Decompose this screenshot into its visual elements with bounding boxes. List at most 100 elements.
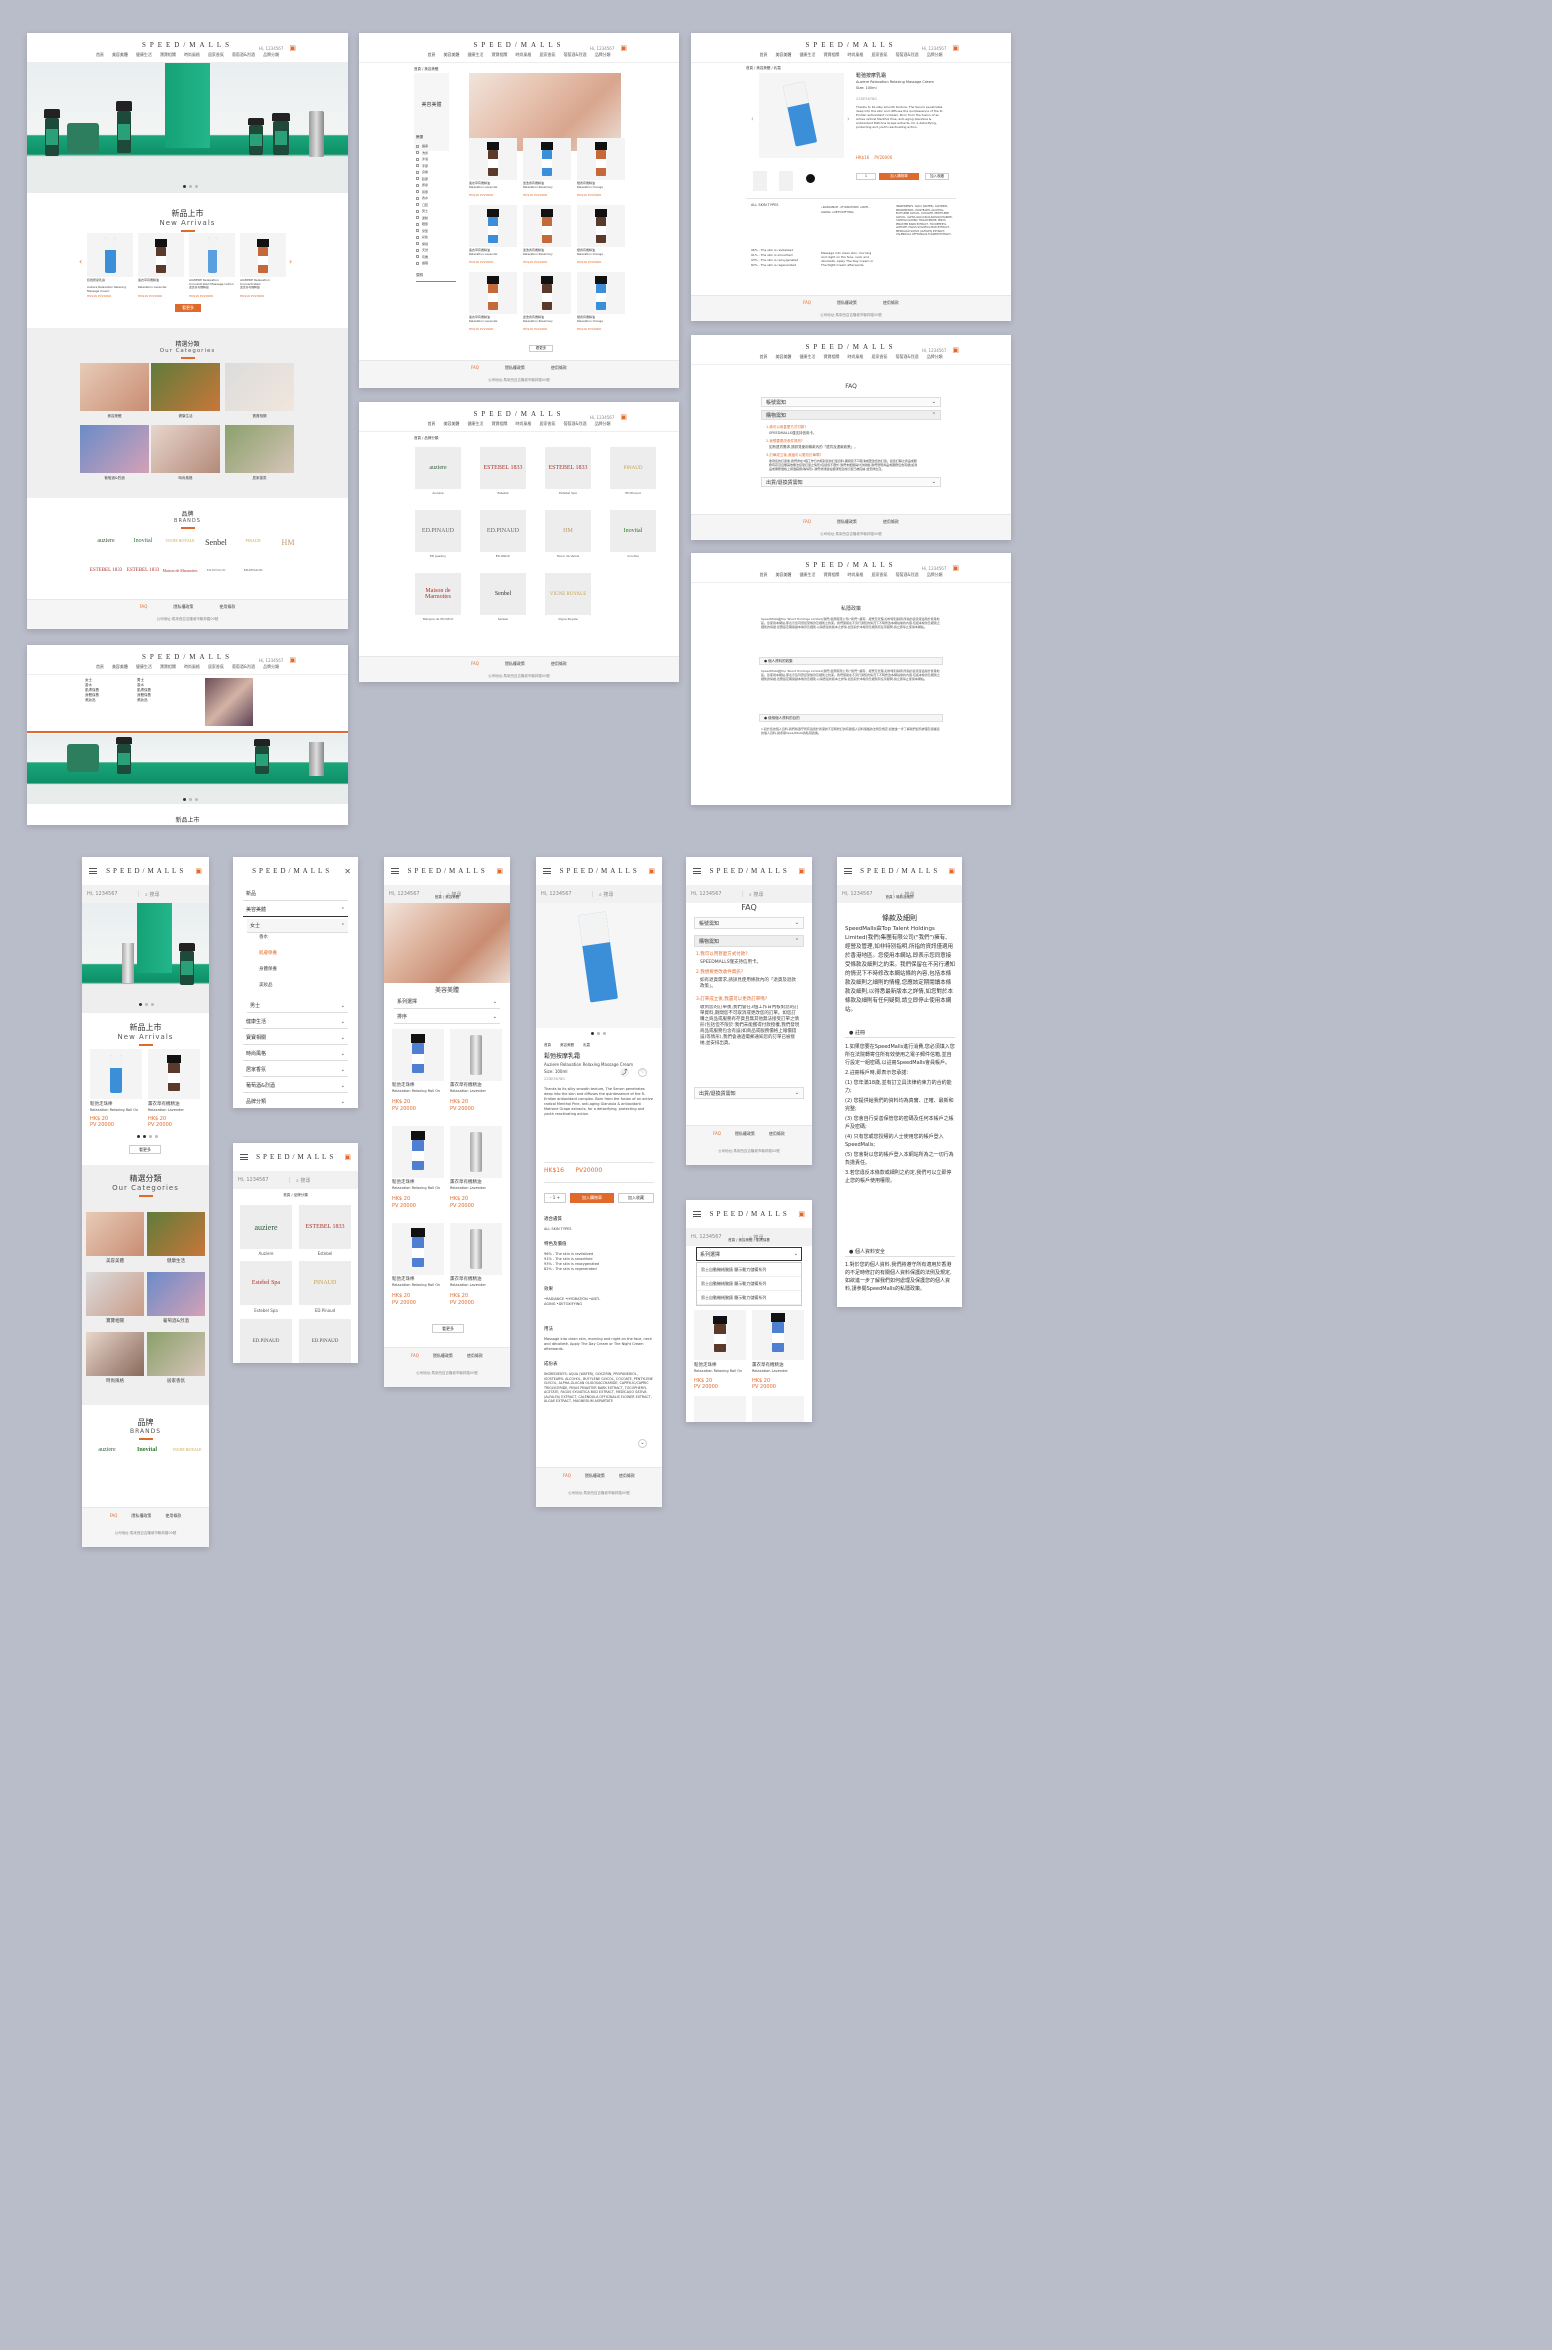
more-button[interactable]: 看更多: [175, 304, 201, 312]
breadcrumb[interactable]: 首頁 / 條款及細則: [885, 895, 914, 899]
nav-item[interactable]: 首頁: [759, 572, 768, 577]
brand-tile[interactable]: Inovital: [610, 510, 656, 552]
search-input[interactable]: ⌕ 搜尋: [749, 1234, 764, 1241]
brand-tile[interactable]: VIGNE ROYALE: [545, 573, 591, 615]
menu-item[interactable]: 健康生活 ⌄: [243, 1015, 348, 1029]
cart-icon[interactable]: ▣: [952, 346, 959, 354]
product-card-image[interactable]: [392, 1126, 444, 1178]
category-label[interactable]: 美容美體: [106, 1259, 124, 1264]
footer-link[interactable]: 隱私權政策: [836, 519, 857, 524]
dropdown-option[interactable]: 男士自動機械腕錶 顯示動力儲備系列: [697, 1277, 801, 1291]
more-button[interactable]: 看更多: [129, 1145, 161, 1154]
breadcrumb[interactable]: 首頁 / 品牌分類: [414, 436, 439, 440]
product-name[interactable]: 薰衣草有機精油: [148, 1102, 180, 1107]
filter-checkbox[interactable]: 護理: [416, 260, 428, 267]
account-name[interactable]: Hi, 1234567: [589, 45, 615, 51]
submenu-item[interactable]: 香水: [259, 935, 268, 940]
nav-item[interactable]: 居家香氛: [207, 664, 224, 669]
footer-link[interactable]: 隱私權政策: [734, 1131, 755, 1136]
nav-item[interactable]: 居家香氛: [539, 52, 556, 57]
category-label[interactable]: 時尚風格: [106, 1379, 124, 1384]
brand-logo[interactable]: auziere: [98, 1447, 116, 1453]
breadcrumb[interactable]: 首頁 / 美容美體 / 乳霜: [746, 66, 781, 70]
nav-item[interactable]: 寶寶相關: [491, 421, 508, 426]
category-image[interactable]: [151, 425, 220, 473]
category-image[interactable]: [225, 425, 294, 473]
faq-section-open[interactable]: 購物需知 ⌃: [694, 935, 804, 947]
search-input[interactable]: ⌕ 搜尋: [599, 891, 614, 898]
carousel-dots[interactable]: [139, 1003, 154, 1006]
product-card-image[interactable]: [752, 1310, 804, 1360]
price-slider[interactable]: [416, 281, 456, 282]
category-image[interactable]: [86, 1272, 144, 1316]
site-logo[interactable]: SPEED/MALLS: [256, 1153, 337, 1161]
nav-item[interactable]: 寶寶相關: [823, 354, 840, 359]
nav-item[interactable]: 居家香氛: [871, 354, 888, 359]
footer-link[interactable]: FAQ: [563, 1473, 571, 1478]
site-logo[interactable]: SPEED/MALLS: [709, 867, 790, 875]
product-name[interactable]: 鬆弛走珠棒: [392, 1277, 415, 1282]
dropdown-option[interactable]: 男士自動機械腕錶 顯示動力儲備系列: [697, 1291, 801, 1305]
cart-icon[interactable]: ▣: [648, 867, 655, 875]
brand-logo[interactable]: auziere: [97, 538, 115, 544]
cart-icon[interactable]: ▣: [344, 1153, 351, 1161]
submenu-item[interactable]: 肌膚保養: [259, 951, 277, 956]
thumbnail[interactable]: [753, 171, 767, 191]
nav-item[interactable]: 首頁: [759, 354, 768, 359]
brand-tile[interactable]: PINAUD: [299, 1261, 351, 1305]
faq-section-open[interactable]: 購物需知 ⌃: [761, 410, 941, 420]
footer-link[interactable]: FAQ: [803, 519, 811, 524]
mega-item[interactable]: 香水: [137, 683, 144, 687]
filter-checkbox[interactable]: 男士: [416, 208, 428, 215]
filter-checkbox[interactable]: 口腔: [416, 202, 428, 209]
site-logo[interactable]: SPEED/MALLS: [407, 867, 488, 875]
nav-item[interactable]: 葡萄酒&烈酒: [563, 421, 587, 426]
nav-item[interactable]: 寶寶相關: [823, 572, 840, 577]
brand-logo[interactable]: ESTEBEL 1833: [89, 568, 123, 573]
wishlist-button[interactable]: 加入收藏: [618, 1193, 654, 1203]
nav-item[interactable]: 葡萄酒&烈酒: [563, 52, 587, 57]
site-logo[interactable]: SPEED/MALLS: [141, 653, 234, 661]
nav-item[interactable]: 健康生活: [799, 354, 816, 359]
submenu-heading[interactable]: 女士 ⌃: [247, 919, 348, 933]
mega-item[interactable]: 美妝品: [137, 698, 148, 702]
footer-link[interactable]: 隱私權政策: [432, 1353, 453, 1358]
product-card-image[interactable]: [523, 272, 571, 314]
footer-link[interactable]: FAQ: [471, 365, 479, 370]
wishlist-button[interactable]: 加入收藏: [925, 173, 949, 180]
footer-link[interactable]: 隱私權政策: [836, 300, 857, 305]
brand-logo[interactable]: HM: [281, 538, 295, 547]
nav-item[interactable]: 健康生活: [135, 52, 152, 57]
mega-item[interactable]: 香水: [85, 683, 92, 687]
submenu-heading[interactable]: 男士 ⌄: [247, 999, 348, 1013]
brand-tile[interactable]: auziere: [240, 1205, 292, 1249]
cart-icon[interactable]: ▣: [289, 44, 296, 52]
nav-item[interactable]: 時尚風格: [847, 52, 864, 57]
footer-link[interactable]: 使用條款: [165, 1513, 182, 1518]
account-name[interactable]: Hi, 1234567: [921, 45, 947, 51]
nav-item[interactable]: 時尚風格: [515, 52, 532, 57]
collapse-icon[interactable]: ⌄: [638, 1439, 647, 1448]
add-to-cart-button[interactable]: 加入購物車: [879, 173, 919, 180]
nav-item[interactable]: 首頁: [759, 52, 768, 57]
brand-logo[interactable]: ESTEBEL 1833: [126, 568, 160, 573]
product-name[interactable]: 薰衣草有機精油: [450, 1180, 482, 1185]
nav-item[interactable]: 葡萄酒&烈酒: [895, 354, 919, 359]
nav-item[interactable]: 品牌分類: [263, 52, 280, 57]
nav-item[interactable]: 寶寶相關: [823, 52, 840, 57]
checkbox-icon[interactable]: [416, 177, 419, 181]
product-card-image[interactable]: [469, 272, 517, 314]
menu-item[interactable]: 寶寶相關 ⌄: [243, 1031, 348, 1045]
category-image[interactable]: [86, 1212, 144, 1256]
checkbox-icon[interactable]: [416, 261, 419, 265]
category-label[interactable]: 居家香氛: [252, 476, 267, 480]
carousel-dots[interactable]: [183, 185, 198, 188]
category-image[interactable]: [147, 1272, 205, 1316]
carousel-prev-icon[interactable]: ‹: [79, 257, 83, 266]
brand-tile[interactable]: ED.PINAUD: [415, 510, 461, 552]
nav-item[interactable]: 寶寶相關: [159, 52, 176, 57]
nav-item[interactable]: 時尚風格: [183, 664, 200, 669]
menu-icon[interactable]: [543, 868, 551, 874]
product-name[interactable]: 鬆弛走珠棒: [694, 1363, 717, 1368]
category-label[interactable]: 健康生活: [167, 1259, 185, 1264]
